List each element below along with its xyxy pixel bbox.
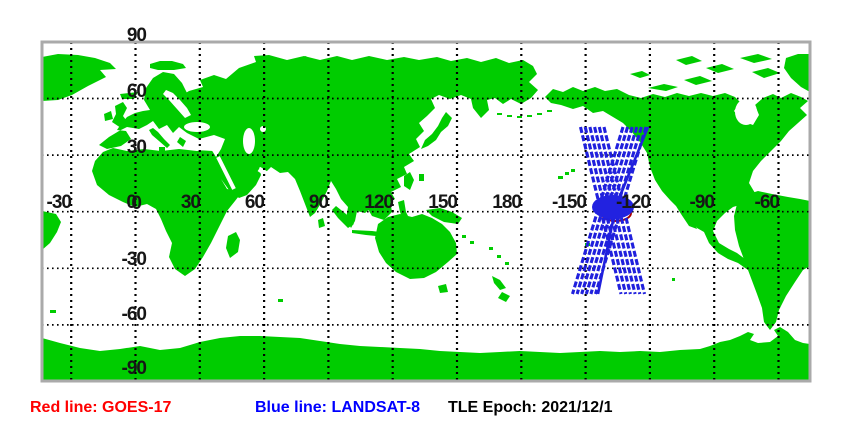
landmass-taiwan bbox=[419, 174, 424, 181]
landmass-brazil-wrap bbox=[42, 211, 61, 250]
landmass-greenland-east bbox=[784, 54, 810, 92]
landmass-new-zealand-south bbox=[498, 292, 510, 302]
landmass-greece bbox=[177, 137, 186, 147]
landmass-new-zealand-north bbox=[492, 276, 506, 290]
landmass-greenland-west bbox=[42, 54, 116, 101]
landmass-kerguelen bbox=[278, 299, 283, 302]
continents-layer bbox=[42, 54, 810, 380]
landmass-afro-eurasia bbox=[92, 55, 538, 276]
legend-goes17: Red line: GOES-17 bbox=[30, 399, 172, 416]
landmass-italy bbox=[149, 128, 170, 148]
landmass-japan bbox=[421, 112, 452, 149]
landmass-australia bbox=[375, 214, 457, 279]
landmass-hainan bbox=[393, 181, 398, 185]
arctic-archipelago bbox=[630, 54, 780, 91]
legend-landsat8: Blue line: LANDSAT-8 bbox=[255, 399, 421, 416]
landsat8-crossing-node bbox=[592, 195, 634, 219]
landmass-north-america bbox=[545, 87, 808, 270]
landmass-madagascar bbox=[226, 232, 240, 258]
map-frame bbox=[40, 40, 812, 383]
landmass-south-america bbox=[734, 191, 810, 330]
landmass-iceland bbox=[150, 61, 186, 70]
landmass-antarctica bbox=[42, 327, 810, 380]
landmass-philippines bbox=[404, 172, 414, 190]
landmass-new-guinea bbox=[426, 208, 462, 224]
landmass-ireland bbox=[104, 111, 113, 121]
landmass-isle bbox=[120, 92, 138, 99]
landmass-south-georgia bbox=[50, 310, 56, 313]
landmass-sicily bbox=[159, 147, 165, 151]
landmass-tasmania bbox=[438, 284, 448, 293]
landmass-sri-lanka bbox=[318, 218, 325, 228]
hudson-bay bbox=[735, 99, 757, 125]
landmass-borneo bbox=[366, 194, 392, 220]
graticule-grid bbox=[42, 42, 810, 381]
landmass-britain bbox=[112, 102, 129, 128]
inland-seas bbox=[132, 90, 273, 190]
legend-tle-epoch: TLE Epoch: 2021/12/1 bbox=[448, 399, 613, 416]
